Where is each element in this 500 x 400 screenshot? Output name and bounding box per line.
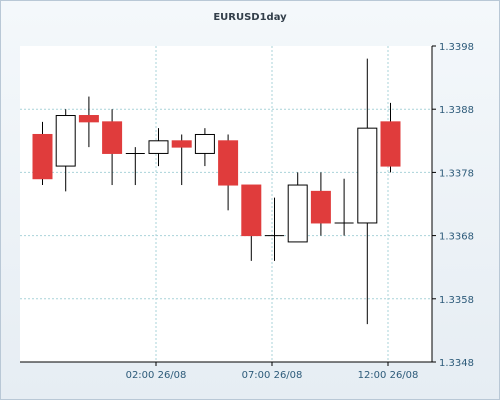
y-tick-label: 1.3388 <box>439 105 474 116</box>
candle-body-bearish <box>310 190 331 224</box>
candle <box>125 147 145 186</box>
candle-body-bearish <box>171 140 192 148</box>
candle <box>148 128 169 167</box>
candle <box>194 128 215 167</box>
candle-body-bearish <box>380 121 401 167</box>
candle-body-bullish <box>357 127 378 224</box>
y-tick-label: 1.3398 <box>439 42 474 53</box>
candle <box>102 109 123 186</box>
candle <box>241 184 262 261</box>
candle <box>357 58 378 325</box>
candle <box>334 178 354 236</box>
candle <box>380 102 401 173</box>
x-tick-label: 07:00 26/08 <box>242 370 303 381</box>
candle-body-bullish <box>55 115 76 167</box>
candle <box>55 109 76 192</box>
candle <box>287 172 308 243</box>
y-tick-label: 1.3378 <box>439 168 474 179</box>
candle-body-bearish <box>78 115 99 123</box>
y-tick-label: 1.3358 <box>439 295 474 306</box>
candle <box>171 134 192 186</box>
candle-body-bearish <box>218 140 239 186</box>
candle-body-bullish <box>194 133 215 154</box>
candle-body-bearish <box>102 121 123 154</box>
candle <box>32 121 53 186</box>
candle-body-bullish <box>287 184 308 243</box>
y-tick-label: 1.3348 <box>439 358 474 369</box>
candle-body-bullish <box>148 140 169 154</box>
candle <box>310 172 331 236</box>
axes <box>20 45 436 366</box>
y-tick-label: 1.3368 <box>439 232 474 243</box>
candle-body-bearish <box>32 133 53 180</box>
x-tick-label: 12:00 26/08 <box>358 370 419 381</box>
candle <box>78 96 99 148</box>
candle-body-bearish <box>241 184 262 237</box>
ticks: 1.3398 1.3388 1.3378 1.3368 1.3358 1.3348 02:0… <box>126 42 474 381</box>
candles <box>32 58 401 325</box>
candle <box>265 197 284 261</box>
candle <box>218 134 239 211</box>
x-tick-label: 02:00 26/08 <box>126 370 187 381</box>
chart-title: EURUSD1day <box>213 12 287 23</box>
